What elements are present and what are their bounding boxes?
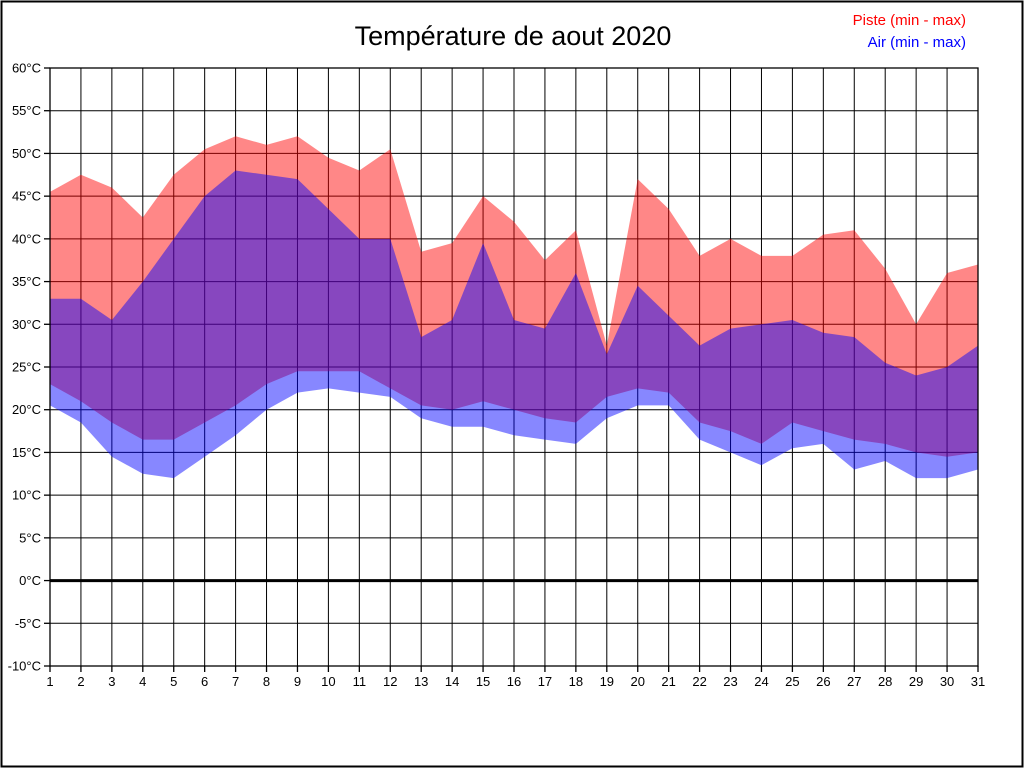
y-tick-label: 60°C — [12, 61, 41, 76]
y-tick-label: 15°C — [12, 445, 41, 460]
x-tick-label: 13 — [414, 674, 428, 689]
x-tick-label: 25 — [785, 674, 799, 689]
x-tick-label: 19 — [600, 674, 614, 689]
temperature-bands — [50, 136, 978, 479]
y-tick-label: 35°C — [12, 274, 41, 289]
x-tick-label: 16 — [507, 674, 521, 689]
x-tick-label: 20 — [630, 674, 644, 689]
x-tick-label: 14 — [445, 674, 459, 689]
x-tick-label: 1 — [46, 674, 53, 689]
x-tick-label: 15 — [476, 674, 490, 689]
y-tick-label: 30°C — [12, 317, 41, 332]
y-tick-label: -5°C — [15, 616, 41, 631]
x-tick-label: 17 — [538, 674, 552, 689]
x-tick-label: 22 — [692, 674, 706, 689]
x-tick-label: 10 — [321, 674, 335, 689]
x-tick-label: 31 — [971, 674, 985, 689]
x-tick-label: 23 — [723, 674, 737, 689]
legend-piste-label: Piste (min - max) — [853, 12, 966, 29]
y-tick-label: 25°C — [12, 360, 41, 375]
y-tick-label: 55°C — [12, 103, 41, 118]
axis-tick-labels: -10°C -5°C 0°C 5°C 10°C 15°C 20°C 25°C 30°C 35°C 4… — [8, 61, 986, 690]
y-tick-label: 45°C — [12, 189, 41, 204]
x-tick-label: 27 — [847, 674, 861, 689]
x-tick-label: 12 — [383, 674, 397, 689]
x-tick-label: 2 — [77, 674, 84, 689]
y-tick-label: 20°C — [12, 402, 41, 417]
x-tick-label: 6 — [201, 674, 208, 689]
y-tick-label: 0°C — [19, 573, 41, 588]
x-tick-label: 4 — [139, 674, 146, 689]
x-tick-label: 8 — [263, 674, 270, 689]
x-tick-label: 9 — [294, 674, 301, 689]
y-tick-label: 40°C — [12, 231, 41, 246]
x-tick-label: 26 — [816, 674, 830, 689]
x-tick-label: 18 — [569, 674, 583, 689]
x-tick-label: 29 — [909, 674, 923, 689]
x-tick-label: 28 — [878, 674, 892, 689]
x-tick-label: 3 — [108, 674, 115, 689]
legend-air-label: Air (min - max) — [868, 34, 966, 51]
piste-band — [50, 136, 978, 457]
x-tick-label: 5 — [170, 674, 177, 689]
x-tick-label: 7 — [232, 674, 239, 689]
air-band — [50, 170, 978, 479]
x-tick-label: 30 — [940, 674, 954, 689]
grid-lines — [49, 67, 979, 667]
chart-title: Température de aout 2020 — [355, 21, 672, 51]
y-tick-label: 5°C — [19, 530, 41, 545]
y-tick-label: 50°C — [12, 146, 41, 161]
y-tick-label: 10°C — [12, 488, 41, 503]
x-tick-label: 24 — [754, 674, 768, 689]
y-tick-label: -10°C — [8, 659, 41, 674]
x-tick-label: 21 — [661, 674, 675, 689]
x-tick-label: 11 — [353, 674, 367, 689]
